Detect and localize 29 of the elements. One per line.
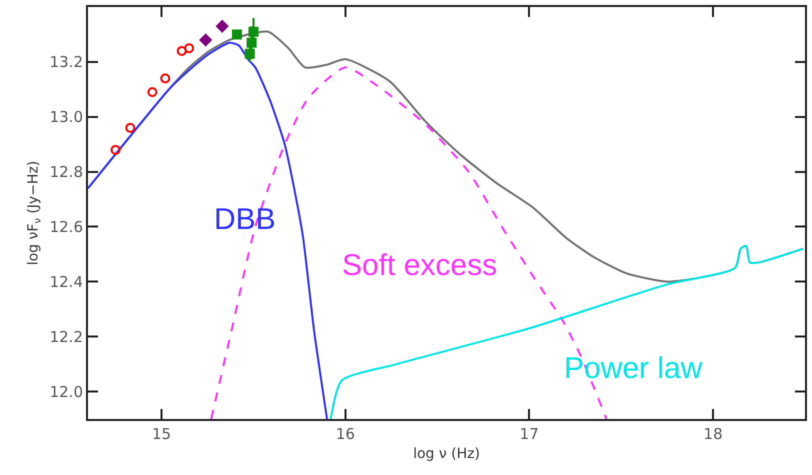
- series-label: Power law: [564, 352, 703, 385]
- point: [147, 87, 158, 98]
- point: [184, 43, 194, 54]
- series-label: Soft excess: [342, 249, 498, 282]
- point: [244, 48, 255, 59]
- y-tick-label: 12.0: [50, 382, 83, 401]
- x-axis-title: log ν (Hz): [413, 446, 480, 462]
- point: [246, 38, 257, 48]
- y-tick-label: 12.2: [50, 328, 83, 346]
- y-tick-label: 12.4: [50, 272, 83, 291]
- point: [216, 20, 228, 32]
- series-label: DBB: [214, 203, 276, 236]
- y-tick-label: 13.2: [50, 53, 83, 72]
- point: [110, 144, 121, 155]
- line-series: [88, 42, 328, 419]
- line-series: [330, 244, 804, 419]
- y-tick-label: 13.0: [50, 108, 83, 126]
- point: [125, 122, 136, 133]
- x-tick-label: 17: [520, 425, 539, 443]
- y-tick-label: 12.8: [50, 163, 83, 182]
- point: [248, 26, 258, 37]
- point: [160, 73, 170, 84]
- point: [232, 29, 242, 40]
- point: [199, 34, 212, 46]
- point: [176, 46, 187, 56]
- y-tick-label: 12.6: [50, 218, 83, 236]
- x-tick-label: 15: [152, 425, 172, 443]
- x-tick-label: 16: [336, 425, 355, 443]
- x-tick-label: 18: [704, 425, 723, 443]
